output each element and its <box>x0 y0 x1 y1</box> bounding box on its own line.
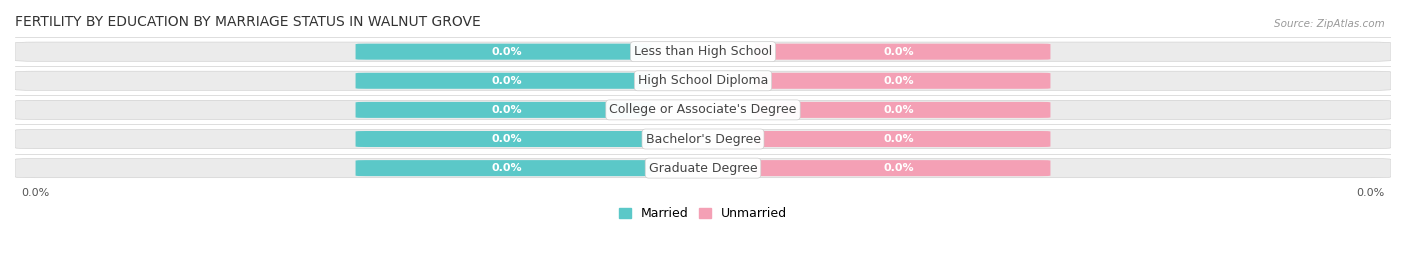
FancyBboxPatch shape <box>755 160 1050 176</box>
FancyBboxPatch shape <box>755 102 1050 118</box>
Text: Less than High School: Less than High School <box>634 45 772 58</box>
Text: 0.0%: 0.0% <box>884 134 914 144</box>
FancyBboxPatch shape <box>15 100 1391 120</box>
FancyBboxPatch shape <box>356 44 651 60</box>
Text: 0.0%: 0.0% <box>492 47 522 57</box>
Text: 0.0%: 0.0% <box>884 163 914 173</box>
FancyBboxPatch shape <box>755 131 1050 147</box>
Text: 0.0%: 0.0% <box>884 47 914 57</box>
FancyBboxPatch shape <box>356 160 651 176</box>
FancyBboxPatch shape <box>356 73 651 89</box>
FancyBboxPatch shape <box>755 44 1050 60</box>
Text: Graduate Degree: Graduate Degree <box>648 162 758 175</box>
FancyBboxPatch shape <box>15 42 1391 61</box>
Text: Source: ZipAtlas.com: Source: ZipAtlas.com <box>1274 19 1385 29</box>
FancyBboxPatch shape <box>15 71 1391 90</box>
Text: 0.0%: 0.0% <box>492 163 522 173</box>
Text: College or Associate's Degree: College or Associate's Degree <box>609 103 797 116</box>
Text: 0.0%: 0.0% <box>884 76 914 86</box>
Text: FERTILITY BY EDUCATION BY MARRIAGE STATUS IN WALNUT GROVE: FERTILITY BY EDUCATION BY MARRIAGE STATU… <box>15 15 481 29</box>
Text: 0.0%: 0.0% <box>492 76 522 86</box>
Legend: Married, Unmarried: Married, Unmarried <box>619 207 787 220</box>
FancyBboxPatch shape <box>15 129 1391 148</box>
FancyBboxPatch shape <box>15 158 1391 178</box>
Text: Bachelor's Degree: Bachelor's Degree <box>645 133 761 146</box>
FancyBboxPatch shape <box>356 102 651 118</box>
Text: 0.0%: 0.0% <box>492 134 522 144</box>
Text: High School Diploma: High School Diploma <box>638 74 768 87</box>
Text: 0.0%: 0.0% <box>884 105 914 115</box>
Text: 0.0%: 0.0% <box>492 105 522 115</box>
FancyBboxPatch shape <box>755 73 1050 89</box>
FancyBboxPatch shape <box>356 131 651 147</box>
